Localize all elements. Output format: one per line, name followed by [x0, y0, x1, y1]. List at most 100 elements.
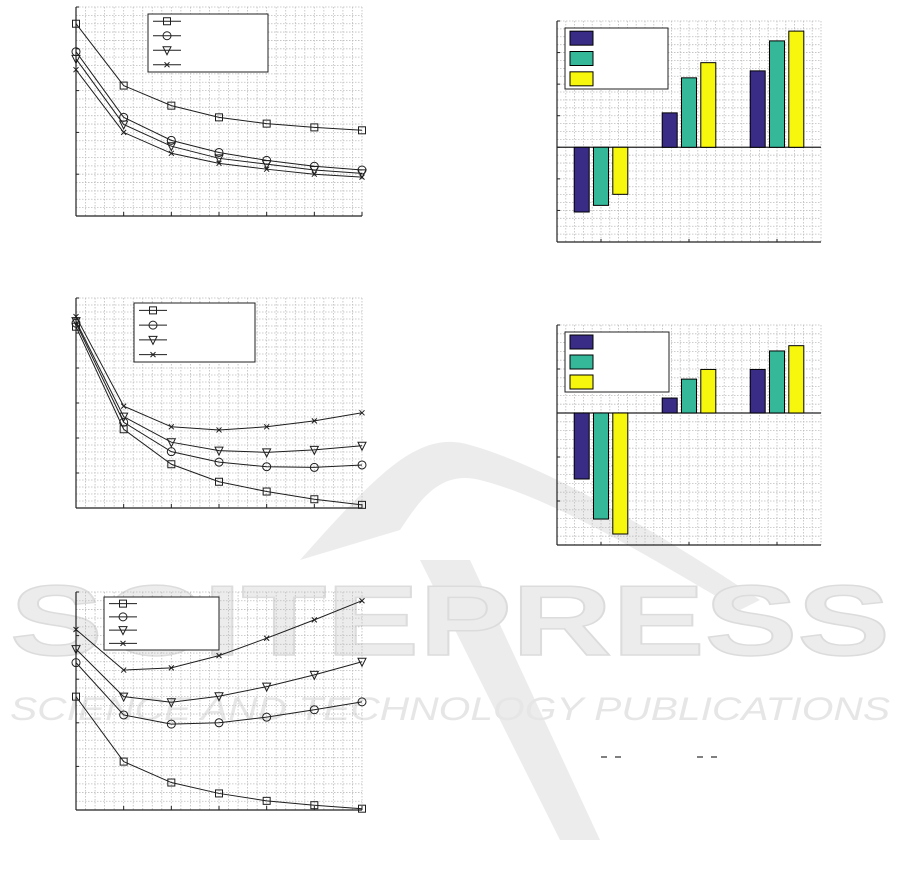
legend	[564, 331, 670, 393]
square-marker	[310, 495, 319, 504]
square-marker	[119, 599, 127, 608]
circle-marker	[71, 658, 81, 668]
square-marker	[215, 113, 223, 122]
square-marker	[310, 123, 319, 132]
circle-marker	[309, 705, 319, 715]
circle-marker	[357, 460, 367, 470]
x-marker	[359, 597, 365, 604]
square-marker	[72, 19, 80, 28]
triangle-marker	[166, 698, 177, 708]
legend-swatch	[569, 354, 594, 370]
line-chart-1	[68, 0, 370, 229]
bar	[661, 397, 678, 414]
series-line	[75, 23, 363, 131]
bar	[749, 70, 766, 148]
circle-marker	[118, 612, 128, 622]
legend-swatch	[569, 51, 594, 66]
circle-marker	[119, 417, 129, 427]
triangle-marker	[71, 54, 81, 65]
triangle-marker	[214, 154, 224, 164]
square-marker	[262, 119, 271, 128]
triangle-marker	[357, 657, 367, 668]
bar-chart-2	[549, 317, 829, 558]
bar	[700, 368, 717, 414]
x-marker	[311, 417, 318, 424]
triangle-marker	[357, 441, 367, 452]
x-marker	[120, 403, 127, 410]
square-marker	[262, 796, 271, 805]
triangle-marker	[261, 160, 272, 170]
legend	[103, 596, 220, 651]
x-marker	[311, 617, 318, 623]
circle-marker	[214, 457, 224, 467]
bar	[612, 412, 629, 535]
bar	[612, 146, 629, 195]
x-marker	[263, 635, 270, 642]
legend-swatch	[569, 334, 594, 350]
triangle-marker	[166, 438, 177, 448]
circle-marker	[214, 147, 224, 157]
square-marker	[215, 477, 223, 486]
square-marker	[358, 804, 366, 813]
square-marker	[163, 17, 171, 26]
triangle-marker	[309, 445, 320, 456]
x-marker	[359, 409, 365, 416]
circle-marker	[166, 719, 176, 729]
triangle-marker	[261, 682, 272, 693]
triangle-marker	[357, 169, 367, 179]
x-marker	[216, 427, 222, 433]
series-line	[75, 326, 363, 506]
x-marker	[73, 313, 79, 320]
square-marker	[358, 126, 366, 135]
x-marker	[73, 66, 79, 73]
triangle-marker	[118, 626, 128, 636]
triangle-marker	[118, 692, 129, 703]
line-chart-2	[68, 290, 370, 521]
circle-marker	[214, 718, 224, 728]
circle-marker	[262, 712, 272, 722]
bar	[700, 62, 717, 148]
chart-svg	[556, 20, 822, 243]
chart-svg	[71, 297, 367, 509]
square-marker	[119, 757, 128, 766]
bar	[788, 345, 805, 414]
x-marker	[120, 129, 127, 136]
bar	[573, 146, 590, 213]
bar	[749, 368, 766, 414]
triangle-marker	[214, 692, 224, 702]
x-marker	[120, 640, 126, 647]
x-marker	[73, 626, 79, 633]
x-marker	[164, 61, 170, 68]
bar	[593, 146, 609, 206]
chart-svg	[71, 591, 367, 813]
square-marker	[167, 778, 176, 787]
line-chart-3	[68, 584, 370, 823]
triangle-marker	[118, 412, 129, 423]
chart-svg	[556, 324, 822, 546]
legend	[564, 27, 669, 90]
square-marker	[310, 801, 319, 810]
series-line	[75, 662, 363, 725]
legend-box	[133, 302, 256, 363]
legend-swatch	[569, 30, 594, 46]
x-marker	[120, 667, 127, 673]
triangle-marker	[214, 446, 224, 457]
x-marker	[311, 171, 318, 178]
square-marker	[167, 101, 176, 110]
triangle-marker	[162, 46, 172, 56]
plot-area	[556, 20, 822, 243]
legend-swatch	[569, 374, 594, 390]
triangle-marker	[309, 670, 320, 681]
series-line	[75, 320, 363, 453]
square-marker	[262, 487, 271, 496]
triangle-marker	[118, 120, 129, 131]
plot-area	[556, 324, 822, 546]
bar	[788, 30, 805, 148]
legend	[147, 13, 269, 73]
legend-box	[147, 13, 269, 73]
bar	[681, 77, 697, 148]
chart-svg	[71, 6, 367, 217]
circle-marker	[119, 710, 129, 720]
circle-marker	[262, 462, 272, 472]
